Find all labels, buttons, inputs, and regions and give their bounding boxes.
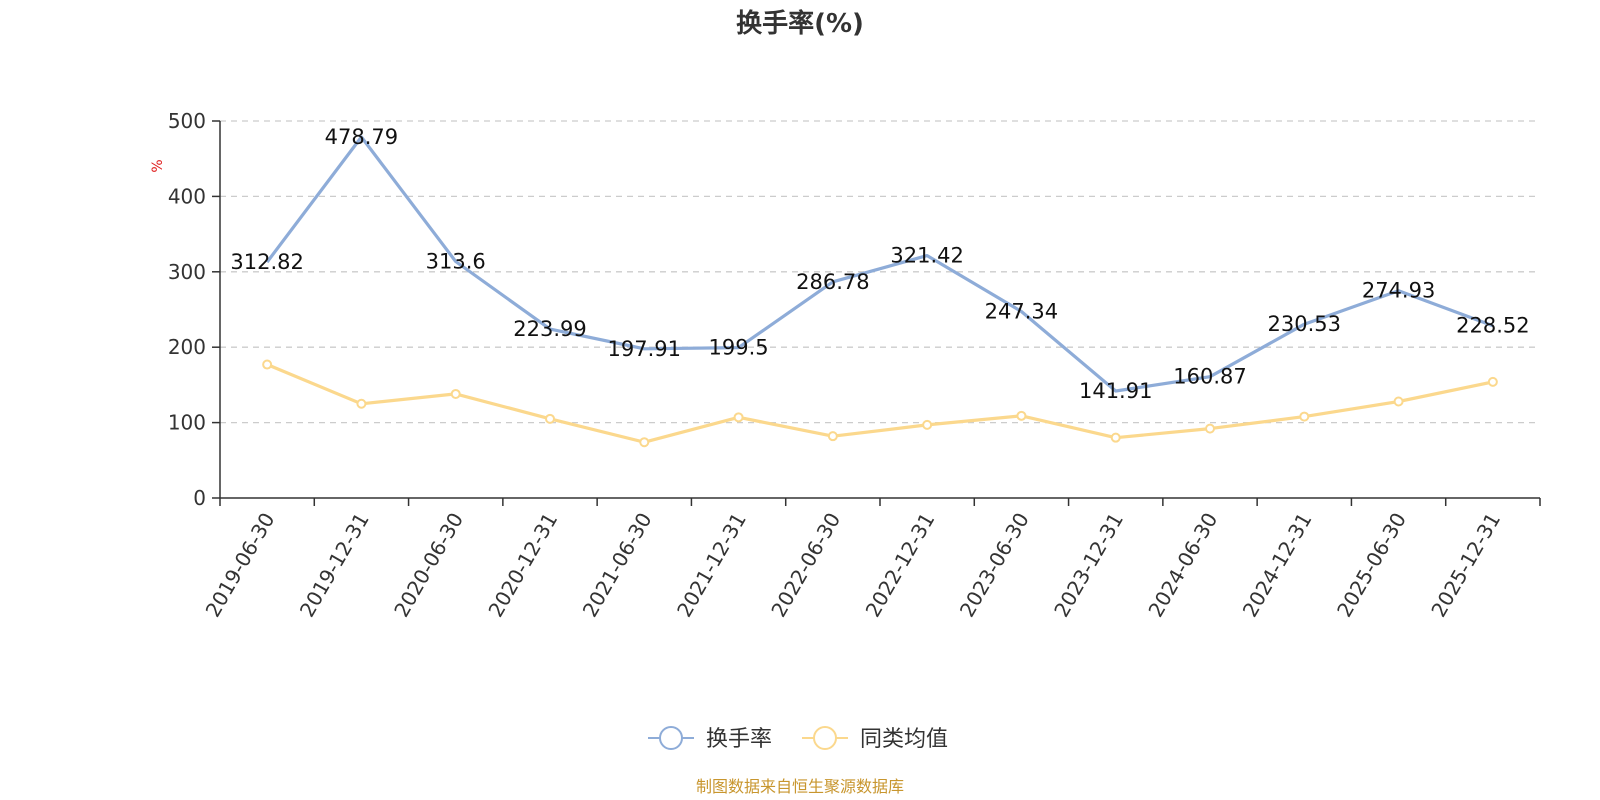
x-tick-label: 2020-06-30 [389, 509, 468, 622]
x-tick-label: 2024-12-31 [1238, 509, 1317, 622]
data-point-marker [639, 437, 650, 448]
data-label: 141.91 [1079, 379, 1152, 403]
x-tick-label: 2025-12-31 [1426, 509, 1505, 622]
data-label: 223.99 [513, 317, 586, 341]
data-point-marker [356, 398, 367, 409]
y-tick-label: 0 [193, 486, 206, 510]
legend[interactable]: 换手率 同类均值 [648, 726, 948, 752]
data-point-marker [262, 359, 273, 370]
data-label: 199.5 [709, 336, 769, 360]
data-label: 478.79 [325, 125, 398, 149]
data-point-marker [922, 419, 933, 430]
x-tick-label: 2021-06-30 [578, 509, 657, 622]
data-label: 247.34 [985, 300, 1058, 324]
data-point-marker [545, 413, 555, 424]
x-tick-label: 2022-06-30 [766, 509, 845, 622]
data-point-marker [1393, 396, 1404, 407]
data-label: 286.78 [796, 270, 869, 294]
data-point-marker [1299, 411, 1310, 422]
y-tick-label: 500 [168, 109, 206, 133]
x-tick-label: 2023-06-30 [955, 509, 1034, 622]
source-note: 制图数据来自恒生聚源数据库 [696, 777, 904, 796]
y-tick-label: 300 [168, 260, 206, 284]
data-labels: 312.82 478.79 313.6 223.99 197.91 199.5 286.78… [230, 125, 1529, 403]
data-point-marker [1016, 410, 1027, 421]
x-tick-label: 2021-12-31 [672, 509, 751, 622]
legend-marker-icon [659, 726, 683, 750]
series-line-0 [265, 135, 1494, 393]
legend-item-0[interactable]: 换手率 [648, 726, 772, 752]
data-point-marker [827, 431, 838, 442]
y-tick-label: 100 [168, 411, 206, 435]
data-point-marker [450, 388, 461, 399]
series-group [262, 135, 1498, 448]
x-tick-label: 2019-06-30 [201, 509, 280, 622]
legend-marker-icon [813, 726, 837, 750]
data-label: 274.93 [1362, 279, 1435, 303]
series-line-1 [266, 363, 1494, 444]
x-tick-label: 2022-12-31 [861, 509, 940, 622]
data-label: 313.6 [426, 250, 486, 274]
data-label: 160.87 [1173, 365, 1246, 389]
x-tick-label: 2024-06-30 [1143, 509, 1222, 622]
data-label: 230.53 [1268, 312, 1341, 336]
data-point-marker [1110, 432, 1121, 443]
legend-item-1[interactable]: 同类均值 [802, 726, 948, 752]
y-tick-label: 400 [168, 184, 206, 208]
x-tick-label: 2025-06-30 [1332, 509, 1411, 622]
x-tick-label: 2023-12-31 [1049, 509, 1128, 622]
data-point-marker [1487, 376, 1498, 387]
grid-lines [220, 120, 1540, 424]
y-tick-label: 200 [168, 335, 206, 359]
data-label: 228.52 [1456, 314, 1529, 338]
legend-label: 换手率 [706, 727, 772, 752]
data-label: 197.91 [608, 337, 681, 361]
legend-label: 同类均值 [860, 727, 948, 752]
data-label: 321.42 [890, 244, 963, 268]
data-label: 312.82 [230, 250, 303, 274]
data-point-marker [1205, 423, 1215, 434]
data-point-marker [733, 412, 744, 423]
x-tick-label: 2020-12-31 [483, 509, 562, 622]
x-tick-label: 2019-12-31 [295, 509, 374, 622]
y-axis-unit-label: % [150, 159, 166, 172]
chart-title: 换手率(%) [736, 8, 864, 39]
